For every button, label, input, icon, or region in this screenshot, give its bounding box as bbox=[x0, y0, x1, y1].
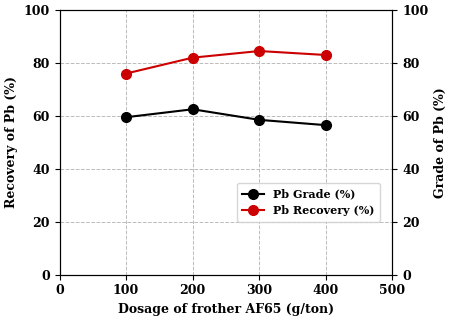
Pb Grade (%) bbox=[322, 123, 328, 127]
Line: Pb Grade (%): Pb Grade (%) bbox=[121, 104, 330, 130]
Pb Recovery (%) bbox=[322, 53, 328, 57]
Pb Grade (%) bbox=[256, 118, 262, 122]
Pb Recovery (%) bbox=[123, 72, 129, 75]
Pb Recovery (%) bbox=[256, 49, 262, 53]
X-axis label: Dosage of frother AF65 (g/ton): Dosage of frother AF65 (g/ton) bbox=[118, 303, 333, 316]
Pb Grade (%) bbox=[189, 107, 195, 111]
Legend: Pb Grade (%), Pb Recovery (%): Pb Grade (%), Pb Recovery (%) bbox=[236, 183, 379, 221]
Pb Grade (%) bbox=[123, 115, 129, 119]
Y-axis label: Recovery of Pb (%): Recovery of Pb (%) bbox=[5, 76, 18, 208]
Pb Recovery (%) bbox=[189, 56, 195, 60]
Y-axis label: Grade of Pb (%): Grade of Pb (%) bbox=[433, 87, 446, 198]
Line: Pb Recovery (%): Pb Recovery (%) bbox=[121, 46, 330, 78]
